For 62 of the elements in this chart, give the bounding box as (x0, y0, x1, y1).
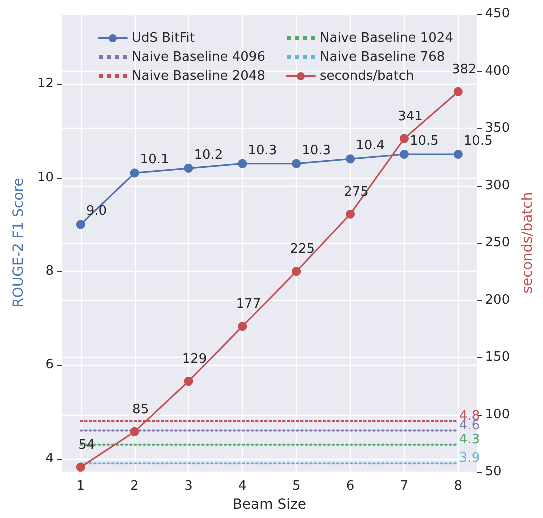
x-tick-label: 5 (292, 479, 301, 494)
point (454, 150, 463, 159)
y-tick-label: 4 (46, 451, 54, 466)
y2-tick-label: 450 (485, 6, 510, 22)
x-tick-label: 1 (76, 479, 86, 494)
point (238, 159, 248, 168)
data-label: 10.2 (194, 148, 224, 164)
y2-tick-label: 200 (485, 292, 510, 308)
y2-axis-title: seconds/batch (520, 192, 536, 294)
y-axis-title: ROUGE-2 F1 Score (11, 178, 27, 308)
x-tick-label: 4 (238, 479, 247, 494)
y-tick-label: 6 (46, 358, 54, 373)
legend-label: UdS BitFit (132, 31, 196, 46)
y-tick-label: 8 (46, 264, 54, 280)
data-label: 177 (236, 297, 262, 312)
data-label: 129 (182, 352, 208, 368)
point (292, 159, 302, 168)
x-tick-label: 2 (130, 479, 139, 494)
data-label: 225 (290, 242, 316, 258)
legend-label: Naive Baseline 1024 (320, 31, 454, 46)
data-label: 85 (132, 402, 150, 418)
point (184, 377, 194, 386)
legend-label: seconds/batch (320, 69, 414, 84)
point (346, 210, 356, 219)
y2-tick-label: 150 (485, 350, 510, 365)
legend-label: Naive Baseline 4096 (132, 50, 266, 65)
data-label: 4.3 (459, 432, 480, 448)
data-label: 10.3 (302, 143, 332, 158)
point (400, 150, 409, 159)
data-label: 382 (452, 62, 477, 78)
y2-tick-label: 300 (485, 178, 510, 194)
point (76, 220, 86, 230)
data-label: 10.5 (464, 134, 493, 149)
point (76, 462, 86, 472)
data-label: 341 (398, 109, 423, 124)
point (292, 267, 302, 276)
point (400, 134, 409, 144)
point (130, 168, 140, 178)
point (346, 154, 356, 164)
legend-label: Naive Baseline 2048 (132, 69, 266, 84)
data-label: 10.3 (248, 143, 278, 158)
point (454, 87, 463, 96)
x-tick-label: 8 (454, 479, 463, 494)
y2-tick-label: 50 (485, 464, 502, 480)
x-axis-title: Beam Size (232, 497, 306, 513)
legend-label: Naive Baseline 768 (320, 50, 446, 65)
data-label: 10.5 (410, 134, 439, 149)
y2-tick-label: 400 (485, 64, 510, 79)
y2-tick-label: 100 (485, 407, 510, 422)
x-tick-label: 6 (346, 479, 355, 494)
data-label: 10.4 (356, 138, 385, 154)
y-tick-label: 10 (37, 170, 54, 186)
x-tick-label: 7 (400, 479, 409, 494)
x-tick-label: 3 (184, 479, 193, 494)
data-label: 3.9 (459, 451, 480, 466)
point (238, 322, 248, 332)
point (184, 164, 194, 174)
y2-tick-label: 350 (485, 121, 510, 136)
y2-tick-label: 250 (485, 236, 510, 250)
y-tick-label: 12 (37, 76, 54, 92)
point (130, 427, 140, 436)
data-label: 10.1 (140, 152, 170, 168)
